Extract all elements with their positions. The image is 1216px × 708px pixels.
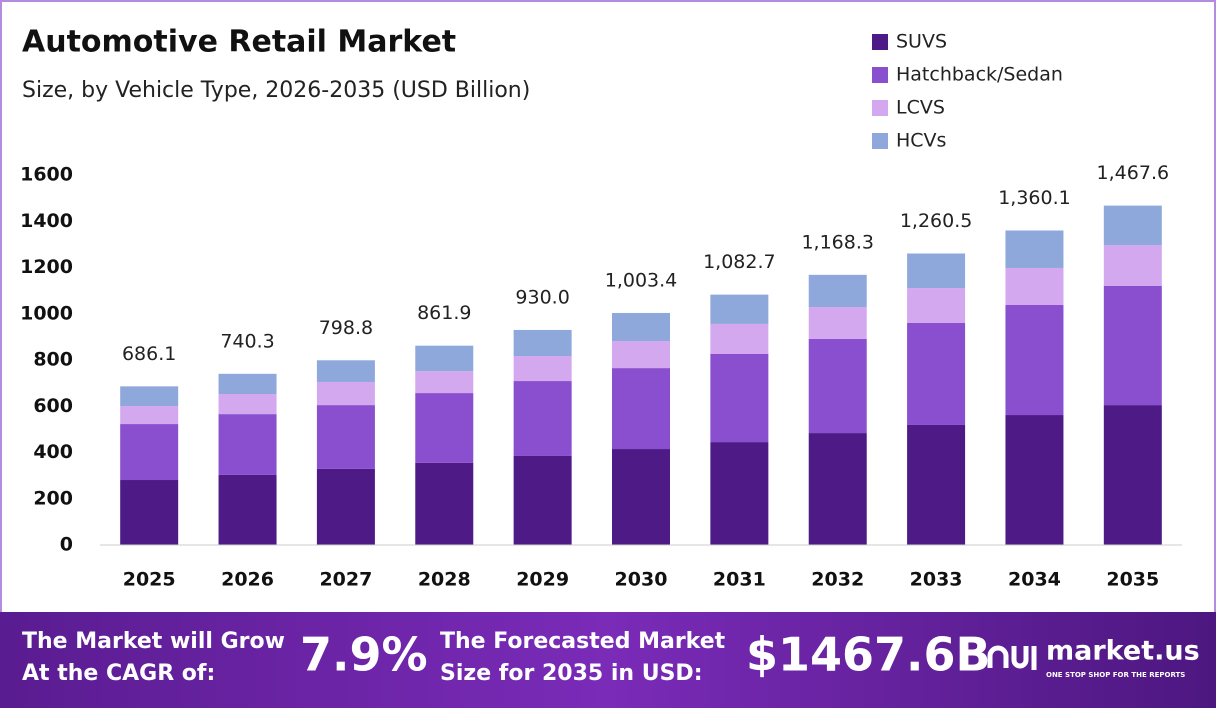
bar-segment <box>513 329 572 357</box>
bar-segment <box>316 405 375 469</box>
bar-segment <box>513 356 572 382</box>
bar-segment <box>1103 286 1162 406</box>
bar-segment <box>513 455 572 545</box>
footer-value: $1467.6B <box>746 628 991 682</box>
bar-segment <box>218 373 277 394</box>
legend-label: SUVS <box>896 31 947 53</box>
logo-icon <box>987 645 1037 670</box>
y-tick-label: 1600 <box>20 164 73 186</box>
bar-segment <box>710 442 769 545</box>
legend-label: LCVS <box>896 97 945 119</box>
legend-swatch <box>872 67 888 83</box>
y-tick-label: 400 <box>33 441 73 463</box>
y-tick-label: 1400 <box>20 210 73 232</box>
value-label: 930.0 <box>515 286 569 308</box>
bar-segment <box>1103 205 1162 246</box>
y-tick-label: 800 <box>33 349 73 371</box>
x-tick-label: 2026 <box>221 569 274 591</box>
bar-segment <box>120 424 179 481</box>
x-tick-label: 2035 <box>1106 569 1159 591</box>
value-label: 861.9 <box>417 302 471 324</box>
bar-segment <box>907 323 966 425</box>
bar-segment <box>1103 245 1162 286</box>
legend-swatch <box>872 100 888 116</box>
footer-text: Size for 2035 in USD: <box>440 661 703 686</box>
bar-segment <box>612 312 670 342</box>
bar-segment <box>710 353 769 443</box>
y-tick-label: 600 <box>33 395 73 417</box>
bar-segment <box>218 474 277 545</box>
bar-segment <box>513 381 572 456</box>
bar-segment <box>907 253 966 289</box>
logo-tagline: ONE STOP SHOP FOR THE REPORTS <box>1046 671 1185 679</box>
bar-segment <box>1005 230 1064 268</box>
legend-label: HCVs <box>896 130 946 152</box>
value-label: 798.8 <box>319 317 373 339</box>
bar-segment <box>1103 405 1162 545</box>
bar-segment <box>120 480 179 545</box>
bar-segment <box>907 288 966 323</box>
footer-text: The Forecasted Market <box>440 629 726 654</box>
bar-segment <box>316 360 375 382</box>
bar-segment <box>808 338 867 434</box>
bar-segment <box>316 468 375 545</box>
legend-swatch <box>872 133 888 149</box>
value-label: 1,168.3 <box>801 231 874 253</box>
bar-segment <box>612 449 670 545</box>
bar-segment <box>1005 304 1064 416</box>
bar-segment <box>612 341 670 369</box>
value-label: 686.1 <box>122 343 176 365</box>
x-tick-label: 2032 <box>811 569 864 591</box>
y-tick-label: 0 <box>60 534 73 556</box>
legend-label: Hatchback/Sedan <box>896 64 1063 86</box>
bar-segment <box>218 414 277 475</box>
value-label: 1,082.7 <box>703 251 776 273</box>
bar-segment <box>415 462 474 545</box>
bar-segment <box>710 323 769 354</box>
x-tick-label: 2031 <box>713 569 766 591</box>
value-label: 1,003.4 <box>605 269 678 291</box>
footer-value: 7.9% <box>300 628 428 682</box>
logo-text: market.us <box>1046 636 1200 667</box>
bar-segment <box>415 371 474 394</box>
x-tick-label: 2027 <box>319 569 372 591</box>
value-label: 1,467.6 <box>1097 162 1170 184</box>
bar-segment <box>120 406 179 425</box>
bar-segment <box>808 307 867 339</box>
bar-segment <box>415 393 474 463</box>
bar-segment <box>316 381 375 406</box>
bar-segment <box>218 393 277 415</box>
x-tick-label: 2030 <box>615 569 668 591</box>
chart-subtitle: Size, by Vehicle Type, 2026-2035 (USD Bi… <box>22 78 530 103</box>
x-tick-label: 2025 <box>123 569 176 591</box>
bar-segment <box>907 424 966 545</box>
x-tick-label: 2033 <box>910 569 963 591</box>
bar-segment <box>612 368 670 450</box>
value-label: 1,360.1 <box>998 187 1071 209</box>
legend-swatch <box>872 34 888 50</box>
y-tick-label: 1200 <box>20 256 73 278</box>
x-tick-label: 2034 <box>1008 569 1061 591</box>
bar-segment <box>808 433 867 545</box>
bar-segment <box>710 294 769 324</box>
bar-segment <box>120 386 179 407</box>
footer-text: At the CAGR of: <box>22 661 215 686</box>
bar-segment <box>808 274 867 308</box>
bar-segment <box>1005 415 1064 545</box>
x-tick-label: 2029 <box>516 569 569 591</box>
y-tick-label: 200 <box>33 487 73 509</box>
y-tick-label: 1000 <box>20 302 73 324</box>
x-tick-label: 2028 <box>418 569 471 591</box>
bar-segment <box>415 345 474 372</box>
bar-segment <box>1005 267 1064 305</box>
footer-text: The Market will Grow <box>22 629 285 654</box>
value-label: 740.3 <box>220 330 274 352</box>
chart-title: Automotive Retail Market <box>22 25 456 60</box>
value-label: 1,260.5 <box>900 210 973 232</box>
